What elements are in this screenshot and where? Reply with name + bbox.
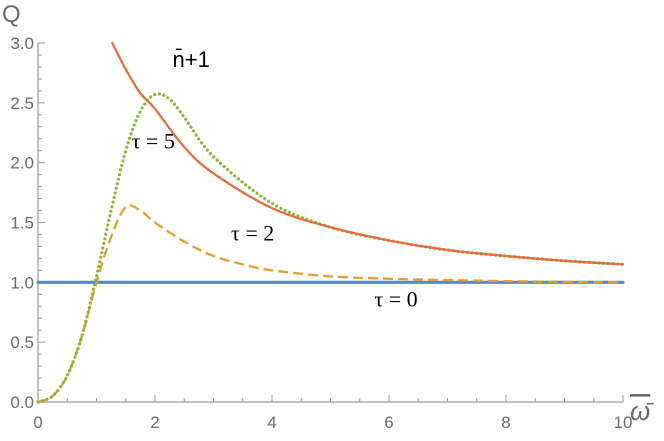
y-tick-label: 2.5 — [10, 94, 34, 113]
ticks — [37, 42, 624, 403]
y-tick-label: 0.0 — [10, 393, 34, 412]
series-layer — [36, 41, 625, 404]
annotation-tau-0: τ = 0 — [374, 286, 417, 311]
x-tick-label: 6 — [384, 413, 393, 432]
series-line-2 — [37, 204, 624, 404]
x-tick-label: 8 — [501, 413, 510, 432]
x-tick-label: 0 — [33, 413, 42, 432]
x-tick-label: 4 — [267, 413, 276, 432]
annotation-nbar-plus-1: n̄+1 — [173, 47, 210, 72]
x-tick-label: 2 — [150, 413, 159, 432]
axes — [37, 43, 623, 403]
y-tick-label: 1.0 — [10, 273, 34, 292]
annotation-tau-5: τ = 5 — [132, 128, 175, 153]
annotation-tau-2: τ = 2 — [231, 220, 274, 245]
y-axis-title: Q — [2, 1, 21, 28]
tick-labels: 0 2 4 6 8 10 0.0 0.5 1.0 1.5 2.0 2.5 3.0 — [10, 34, 632, 432]
y-tick-label: 3.0 — [10, 34, 34, 53]
series-line-1 — [36, 92, 625, 404]
x-tick-label: 10 — [614, 413, 633, 432]
y-tick-label: 0.5 — [10, 333, 34, 352]
series-line-0 — [111, 41, 625, 266]
y-tick-label: 2.0 — [10, 154, 34, 173]
y-tick-label: 1.5 — [10, 214, 34, 233]
annotations: n̄+1 τ = 5 τ = 2 τ = 0 — [132, 47, 418, 311]
x-axis-title: ω̄ — [630, 396, 654, 426]
